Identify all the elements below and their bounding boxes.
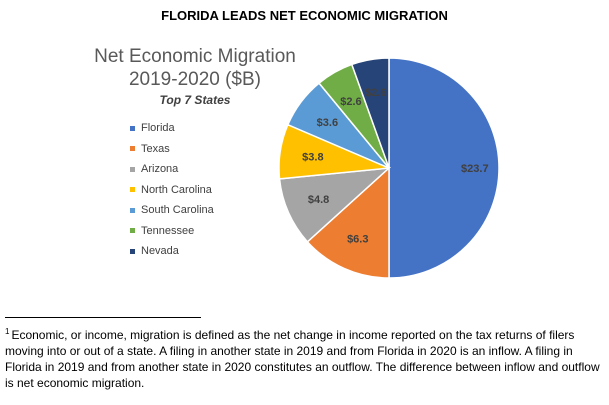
legend-item-florida: Florida bbox=[130, 118, 214, 139]
data-label-nevada: $2.6 bbox=[365, 87, 386, 99]
legend-label: North Carolina bbox=[141, 183, 212, 196]
legend-item-north-carolina: North Carolina bbox=[130, 180, 214, 201]
data-label-texas: $6.3 bbox=[347, 233, 368, 245]
legend-label: Arizona bbox=[141, 163, 179, 176]
data-label-arizona: $4.8 bbox=[308, 194, 329, 206]
legend-item-arizona: Arizona bbox=[130, 159, 214, 180]
pie-slice-arizona bbox=[278, 167, 392, 243]
legend-swatch bbox=[130, 207, 135, 213]
legend-swatch bbox=[130, 228, 135, 234]
page-title: FLORIDA LEADS NET ECONOMIC MIGRATION bbox=[161, 8, 448, 23]
legend-item-south-carolina: South Carolina bbox=[130, 200, 214, 221]
chart-title-line-2: 2019-2020 ($B) bbox=[128, 69, 262, 90]
legend-swatch bbox=[130, 125, 135, 131]
legend-swatch bbox=[130, 166, 135, 172]
legend-label: Florida bbox=[141, 122, 175, 135]
footnote: 1 Economic, or income, migration is defin… bbox=[5, 327, 603, 391]
legend-item-nevada: Nevada bbox=[130, 241, 214, 262]
legend-label: Tennessee bbox=[141, 224, 195, 237]
legend-label: South Carolina bbox=[141, 204, 214, 217]
pie-chart: $23.7$6.3$4.8$3.8$3.6$2.6$2.6 bbox=[278, 57, 500, 279]
data-label-north-carolina: $3.8 bbox=[302, 151, 323, 163]
legend-swatch bbox=[130, 187, 135, 193]
chart-subtitle: Top 7 States bbox=[159, 93, 231, 107]
footnote-text: Economic, or income, migration is define… bbox=[5, 328, 600, 390]
pie-slice-florida bbox=[388, 57, 500, 279]
data-label-florida: $23.7 bbox=[461, 163, 489, 175]
legend-swatch bbox=[130, 248, 135, 254]
footnote-divider bbox=[5, 317, 201, 318]
legend-swatch bbox=[130, 146, 135, 152]
chart-title-line-1: Net Economic Migration bbox=[94, 46, 296, 67]
data-label-south-carolina: $3.6 bbox=[317, 117, 338, 129]
chart-title: Net Economic Migration 2019-2020 ($B) bbox=[90, 45, 300, 91]
legend-label: Nevada bbox=[141, 245, 179, 258]
pie-slice-texas bbox=[306, 166, 390, 279]
chart-legend: Florida Texas Arizona North Carolina Sou… bbox=[130, 118, 214, 262]
footnote-marker: 1 bbox=[5, 327, 10, 336]
legend-item-texas: Texas bbox=[130, 139, 214, 160]
legend-label: Texas bbox=[141, 142, 170, 155]
data-label-tennessee: $2.6 bbox=[340, 96, 361, 108]
legend-item-tennessee: Tennessee bbox=[130, 221, 214, 242]
pie-slice-nevada bbox=[350, 57, 390, 169]
